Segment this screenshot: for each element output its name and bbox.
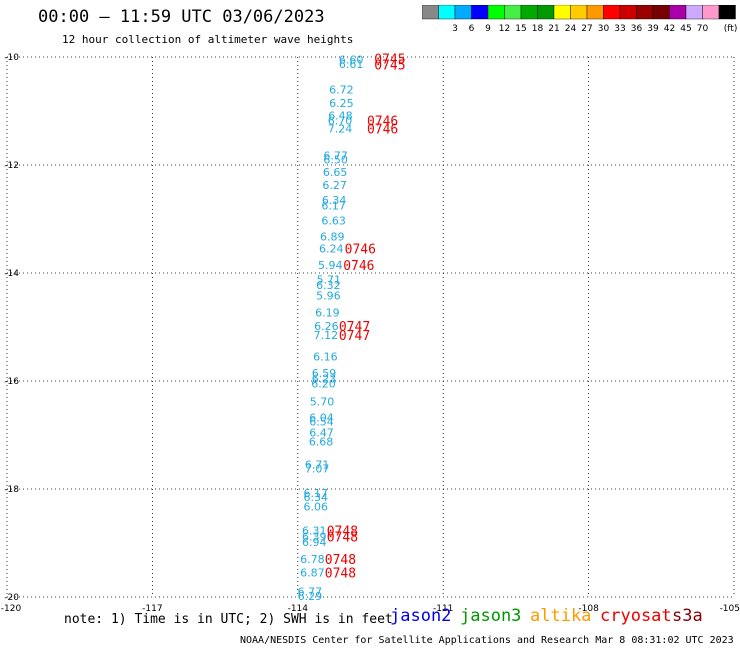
swh-label: 6.34 <box>322 194 347 207</box>
swh-label: 6.89 <box>320 230 345 243</box>
colorbar-tick-label: 70 <box>697 24 709 34</box>
color-scale-bar: 3 6 9 12 15 18 21 24 27 30 33 36 39 42 45 70 (ft) <box>422 5 738 34</box>
swh-label: 6.39 <box>302 531 327 544</box>
color-swatch <box>718 5 736 20</box>
swh-label: 6.71 <box>305 459 330 472</box>
swh-label: 6.31 <box>302 525 327 538</box>
time-label: 0746 <box>343 259 374 274</box>
swh-label: 6.06 <box>303 500 328 513</box>
legend-altika: altika <box>530 606 592 626</box>
colorbar-tick-label: 45 <box>680 24 691 34</box>
colorbar-tick-label: 39 <box>647 24 659 34</box>
swh-label: 6.23 <box>312 372 337 385</box>
legend-s3a: s3a <box>672 606 703 626</box>
swh-label: 6.27 <box>322 179 347 192</box>
time-label: 0748 <box>325 567 356 582</box>
x-tick-label: -108 <box>578 604 599 614</box>
swh-label: 6.19 <box>315 306 340 319</box>
swh-label: 6.32 <box>316 279 341 292</box>
x-tick-label: -117 <box>142 604 162 614</box>
colorbar-tick-label: 36 <box>631 24 643 34</box>
y-tick-label: -12 <box>4 161 19 171</box>
colorbar-tick-label: (ft) <box>724 24 738 34</box>
colorbar-tick-label: 3 <box>452 24 458 34</box>
swh-label: 6.77 <box>323 149 348 162</box>
colorbar-tick-label: 42 <box>664 24 675 34</box>
swh-label: 5.70 <box>310 396 335 409</box>
x-tick-label: -120 <box>1 604 22 614</box>
swh-label: 6.94 <box>302 536 327 549</box>
swh-label: 6.63 <box>321 215 346 228</box>
time-label: 0747 <box>339 329 370 344</box>
swh-label: 6.68 <box>309 435 334 448</box>
y-tick-label: -18 <box>4 485 19 495</box>
swh-label: 6.70 <box>328 115 353 128</box>
units-note: note: 1) Time is in UTC; 2) SWH is in fe… <box>64 612 393 627</box>
swh-label: 6.61 <box>339 58 364 71</box>
x-tick-label: -114 <box>288 604 309 614</box>
swh-label: 6.54 <box>309 416 334 429</box>
colorbar-tick-label: 33 <box>614 24 625 34</box>
colorbar-tick-label: 9 <box>485 24 491 34</box>
swh-label: 6.87 <box>300 567 325 580</box>
colorbar-tick-label: 21 <box>548 24 559 34</box>
colorbar-tick-label: 18 <box>532 24 544 34</box>
swh-label: 5.96 <box>316 290 341 303</box>
colorbar-tick-label: 27 <box>581 24 592 34</box>
swh-label: 6.72 <box>329 83 354 96</box>
swh-label: 7.12 <box>314 329 339 342</box>
legend-jason2: jason2 <box>390 606 452 626</box>
swh-label: 7.07 <box>305 462 330 475</box>
time-label: 0748 <box>325 553 356 568</box>
swh-label: 6.78 <box>300 553 325 566</box>
swh-label: 6.17 <box>321 200 346 213</box>
legend-cryosat: cryosat <box>600 606 672 626</box>
time-label: 0746 <box>367 115 398 130</box>
x-tick-label: -111 <box>433 604 453 614</box>
time-label: 0748 <box>327 531 358 546</box>
time-label: 0746 <box>345 243 376 258</box>
time-label: 0745 <box>374 53 405 68</box>
swh-label: 6.65 <box>323 166 348 179</box>
swh-label: 6.59 <box>312 367 337 380</box>
swh-label: 6.16 <box>313 351 338 364</box>
time-label: 0748 <box>327 525 358 540</box>
colorbar-tick-label: 24 <box>565 24 577 34</box>
colorbar-tick-label: 6 <box>469 24 475 34</box>
chart-subtitle: 12 hour collection of altimeter wave hei… <box>62 33 354 46</box>
swh-label: 6.34 <box>303 491 328 504</box>
y-tick-label: -16 <box>4 377 19 387</box>
swh-label: 7.24 <box>328 122 353 135</box>
time-label: 0746 <box>367 122 398 137</box>
colorbar-tick-label: 15 <box>515 24 526 34</box>
swh-label: 6.48 <box>328 109 353 122</box>
swh-label: 6.77 <box>298 586 323 599</box>
time-label: 0745 <box>374 59 405 74</box>
swh-label: 6.29 <box>298 590 323 603</box>
swh-label: 5.94 <box>318 259 343 272</box>
swh-label: 5.71 <box>317 273 342 286</box>
swh-label: 6.04 <box>309 412 334 425</box>
swh-label: 6.17 <box>303 487 328 500</box>
legend-jason3: jason3 <box>460 606 522 626</box>
time-label: 0747 <box>339 320 370 335</box>
swh-label: 6.26 <box>314 320 339 333</box>
colorbar-tick-label: 12 <box>499 24 510 34</box>
swh-label: 6.47 <box>309 426 334 439</box>
swh-label: 6.20 <box>311 378 336 391</box>
y-tick-label: -10 <box>4 53 19 63</box>
colorbar-tick-label: 30 <box>598 24 610 34</box>
x-tick-label: -105 <box>720 604 740 614</box>
credit-line: NOAA/NESDIS Center for Satellite Applica… <box>240 635 734 646</box>
swh-label: 6.25 <box>329 97 354 110</box>
swh-label: 6.50 <box>323 154 348 167</box>
y-tick-label: -14 <box>4 269 19 279</box>
y-tick-label: -20 <box>4 593 19 603</box>
swh-label: 6.60 <box>339 54 364 67</box>
chart-title: 00:00 – 11:59 UTC 03/06/2023 <box>38 7 325 27</box>
swh-label: 6.24 <box>319 243 344 256</box>
